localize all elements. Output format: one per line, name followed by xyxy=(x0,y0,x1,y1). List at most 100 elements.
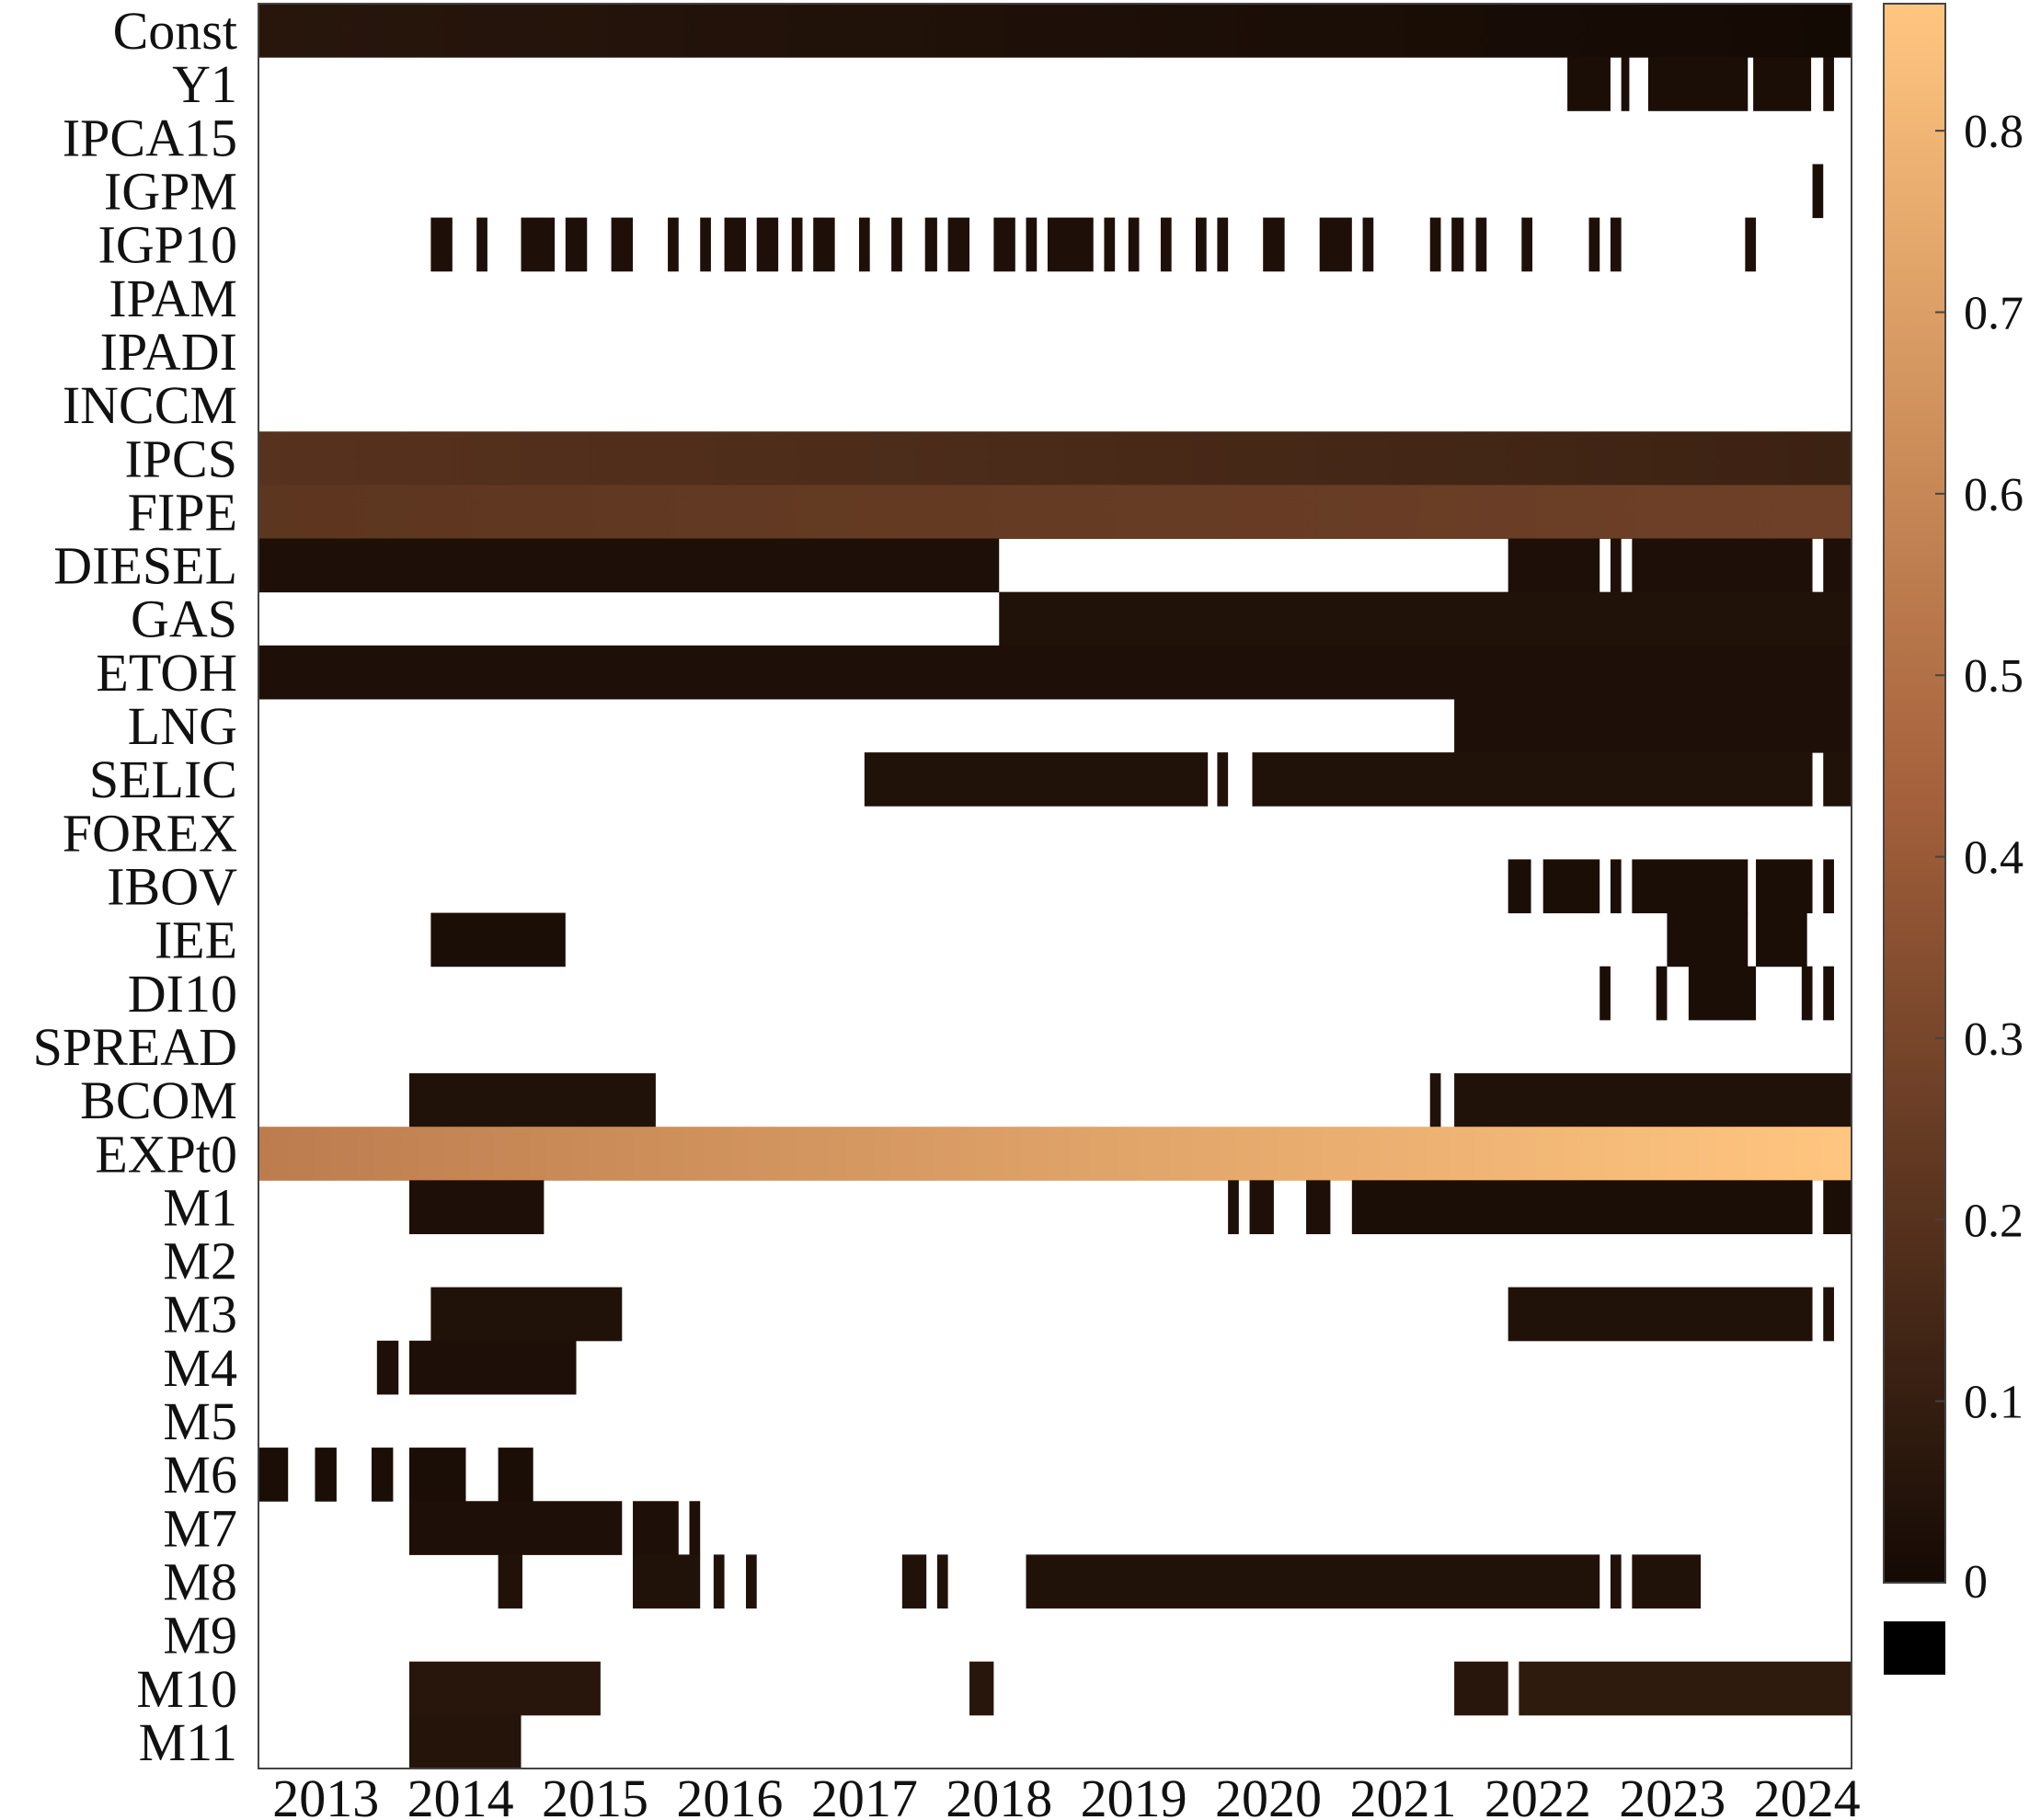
cell-m4 xyxy=(408,1340,577,1395)
cell-m8 xyxy=(745,1554,757,1609)
plot-frame xyxy=(258,3,1852,1769)
row-label-const: Const xyxy=(113,1,237,61)
cell-m8 xyxy=(1026,1554,1600,1609)
row-label-di10: DI10 xyxy=(128,964,237,1024)
row-label-ipcs: IPCS xyxy=(124,429,237,488)
cell-igp10 xyxy=(1362,217,1374,272)
cell-iee xyxy=(1667,912,1749,967)
cell-igp10 xyxy=(1128,217,1140,272)
cell-selic xyxy=(1252,752,1813,807)
colorbar-ticks: 0.1 0.2 0.3 0.4 0.5 0.6 0.7 0.8 0 xyxy=(1935,106,2024,1608)
cell-m1 xyxy=(1249,1180,1274,1234)
cell-m1 xyxy=(1823,1180,1852,1234)
cell-y1 xyxy=(1621,57,1630,111)
colorbar-tick-label: 0.4 xyxy=(1964,832,2024,885)
row-label-iee: IEE xyxy=(155,910,237,970)
cell-m1 xyxy=(408,1180,545,1234)
cell-m8 xyxy=(633,1554,701,1609)
cell-igp10 xyxy=(947,217,970,272)
x-tick-label: 2014 xyxy=(407,1768,514,1820)
row-label-igpm: IGPM xyxy=(104,162,237,222)
cell-m10 xyxy=(1519,1661,1852,1716)
colorbar-tick-label: 0.8 xyxy=(1964,106,2024,158)
cell-m8 xyxy=(901,1554,927,1609)
cell-igp10 xyxy=(813,217,835,272)
cell-igp10 xyxy=(1047,217,1094,272)
cell-igp10 xyxy=(611,217,634,272)
cell-m8 xyxy=(936,1554,948,1609)
row-label-etoh: ETOH xyxy=(96,643,237,703)
cell-selic xyxy=(1217,752,1229,807)
cell-m1 xyxy=(1306,1180,1331,1234)
row-label-expt0: EXPt0 xyxy=(95,1124,237,1184)
colorbar-zero-label: 0 xyxy=(1964,1556,1988,1608)
cell-bcom xyxy=(1429,1073,1441,1127)
x-tick-label: 2022 xyxy=(1485,1768,1591,1820)
x-tick-label: 2013 xyxy=(272,1768,379,1820)
cell-m6 xyxy=(371,1448,394,1502)
colorbar-tick-label: 0.1 xyxy=(1964,1377,2024,1429)
row-label-m2: M2 xyxy=(163,1231,237,1291)
cell-diesel xyxy=(1632,538,1813,593)
cell-bcom xyxy=(1454,1073,1852,1127)
row-label-m3: M3 xyxy=(163,1285,237,1345)
cell-igp10 xyxy=(476,217,487,272)
cell-selic xyxy=(1823,752,1852,807)
cell-di10 xyxy=(1656,966,1668,1021)
x-tick-label: 2016 xyxy=(676,1768,783,1820)
cell-igp10 xyxy=(1104,217,1116,272)
cell-m6 xyxy=(258,1448,289,1502)
row-labels: ConstY1IPCA15IGPMIGP10IPAMIPADIINCCMIPCS… xyxy=(33,1,238,1772)
cell-igp10 xyxy=(700,217,711,272)
colorbar-tick-label: 0.7 xyxy=(1964,288,2024,340)
cell-m6 xyxy=(315,1448,337,1502)
row-label-m4: M4 xyxy=(163,1338,237,1398)
cell-ipcs xyxy=(258,431,1852,486)
cell-iee xyxy=(430,912,566,967)
cell-igp10 xyxy=(1429,217,1441,272)
cell-igp10 xyxy=(1263,217,1285,272)
colorbar-zero-swatch xyxy=(1884,1621,1945,1675)
x-tick-label: 2024 xyxy=(1754,1768,1861,1820)
cell-m8 xyxy=(1610,1554,1622,1609)
cell-etoh xyxy=(258,645,1852,700)
row-label-m8: M8 xyxy=(163,1551,237,1611)
row-label-igp10: IGP10 xyxy=(98,215,237,275)
cell-m7 xyxy=(633,1501,679,1555)
row-label-ipca15: IPCA15 xyxy=(63,108,237,167)
row-label-ipadi: IPADI xyxy=(100,322,237,382)
cell-diesel xyxy=(1610,538,1622,593)
x-axis-tick-labels: 2013 2014 2015 2016 2017 2018 2019 2020 2021 2022… xyxy=(272,1768,1860,1820)
cell-igp10 xyxy=(924,217,937,272)
cell-const xyxy=(258,4,1852,58)
cell-di10 xyxy=(1688,966,1757,1021)
cell-igp10 xyxy=(1475,217,1487,272)
cell-m10 xyxy=(408,1661,601,1716)
cell-iee xyxy=(1756,912,1807,967)
cell-igp10 xyxy=(521,217,556,272)
cell-expt0 xyxy=(258,1127,1852,1181)
cell-diesel xyxy=(258,538,1000,593)
cell-m7 xyxy=(689,1501,701,1555)
cell-igpm xyxy=(1812,164,1824,219)
cell-m3 xyxy=(1508,1287,1813,1342)
row-label-m9: M9 xyxy=(163,1606,237,1665)
cell-igp10 xyxy=(891,217,902,272)
cell-igp10 xyxy=(724,217,746,272)
cell-igp10 xyxy=(1610,217,1622,272)
cell-igp10 xyxy=(1026,217,1038,272)
cell-m6 xyxy=(408,1448,466,1502)
row-label-ibov: IBOV xyxy=(107,857,237,917)
cell-m10 xyxy=(969,1661,994,1716)
x-tick-label: 2018 xyxy=(946,1768,1052,1820)
cell-diesel xyxy=(1823,538,1852,593)
cell-igp10 xyxy=(1160,217,1172,272)
cell-bcom xyxy=(408,1073,656,1127)
cell-di10 xyxy=(1801,966,1813,1021)
row-label-inccm: INCCM xyxy=(63,375,237,435)
row-label-selic: SELIC xyxy=(89,750,237,809)
cell-m8 xyxy=(498,1554,522,1609)
row-label-m7: M7 xyxy=(163,1498,237,1558)
cell-m11 xyxy=(408,1714,522,1769)
